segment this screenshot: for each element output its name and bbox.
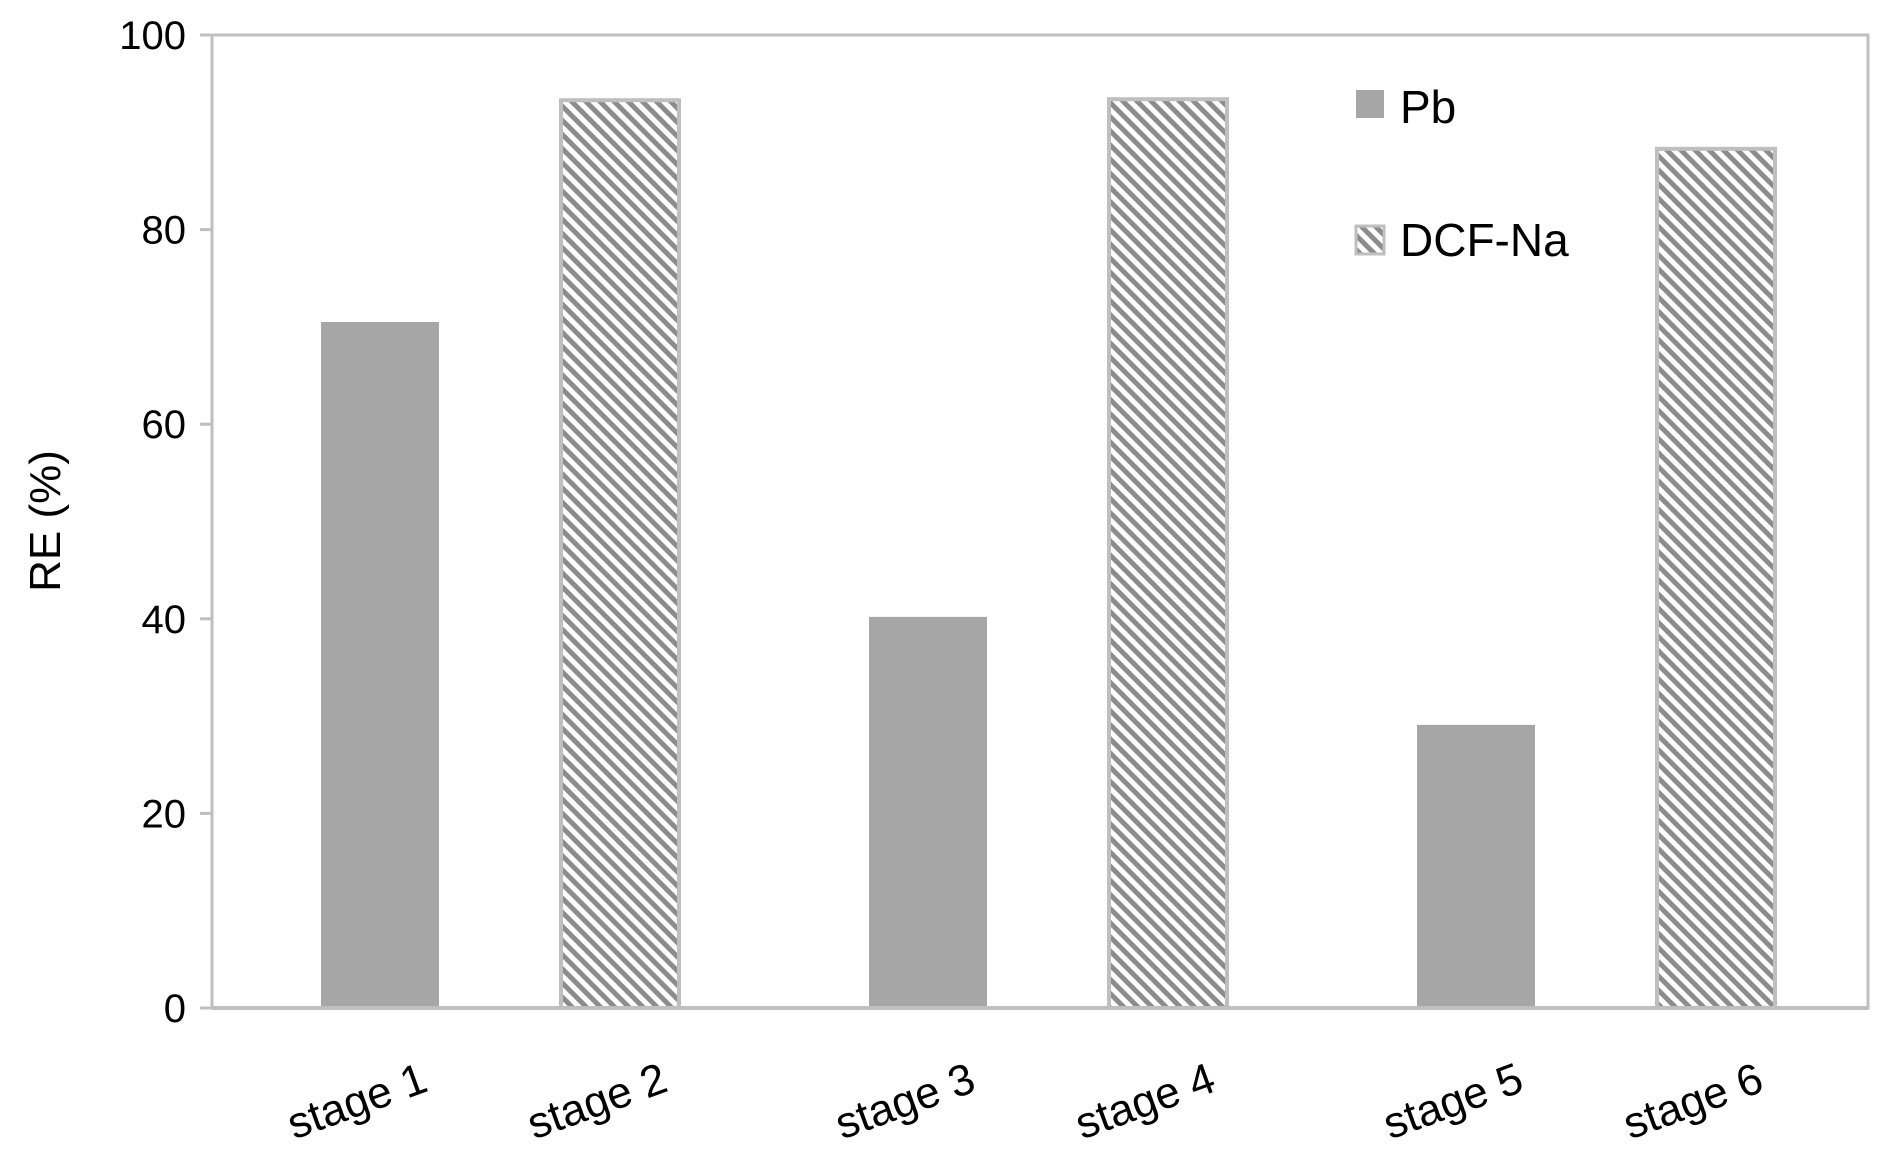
legend-label-dcf-na: DCF-Na <box>1400 214 1569 266</box>
x-axis-labels: stage 1 stage 2 stage 3 stage 4 stage 5 stage… <box>281 1054 1769 1149</box>
y-axis-ticks: 0 20 40 60 80 100 <box>119 14 212 1031</box>
bar-dcf-na-stage-6 <box>1655 146 1777 1010</box>
x-tick-label: stage 6 <box>1617 1054 1769 1149</box>
y-tick-label: 40 <box>142 598 187 642</box>
bar-group <box>321 97 1777 1011</box>
x-tick-label: stage 2 <box>521 1054 673 1149</box>
bar-pb-stage-3 <box>869 616 987 1008</box>
y-tick-label: 60 <box>142 403 187 447</box>
plot-frame <box>210 33 1870 1010</box>
y-tick-label: 80 <box>142 209 187 253</box>
legend: Pb DCF-Na <box>1354 81 1569 266</box>
bar-dcf-na-stage-4 <box>1107 97 1229 1010</box>
y-tick-label: 0 <box>164 987 186 1031</box>
legend-swatch-dcf-na <box>1354 224 1386 256</box>
y-axis-title: RE (%) <box>21 450 70 592</box>
legend-swatch-pb <box>1356 90 1384 118</box>
x-tick-label: stage 1 <box>281 1054 433 1149</box>
x-tick-label: stage 3 <box>829 1054 981 1149</box>
bar-pb-stage-1 <box>321 322 439 1008</box>
plot-border <box>210 33 1870 1010</box>
y-tick-label: 100 <box>119 14 186 58</box>
x-tick-label: stage 4 <box>1069 1054 1221 1149</box>
x-tick-label: stage 5 <box>1377 1054 1529 1149</box>
y-tick-label: 20 <box>142 792 187 836</box>
bar-dcf-na-stage-2 <box>559 98 681 1011</box>
legend-label-pb: Pb <box>1400 81 1456 133</box>
bar-pb-stage-5 <box>1417 724 1535 1008</box>
